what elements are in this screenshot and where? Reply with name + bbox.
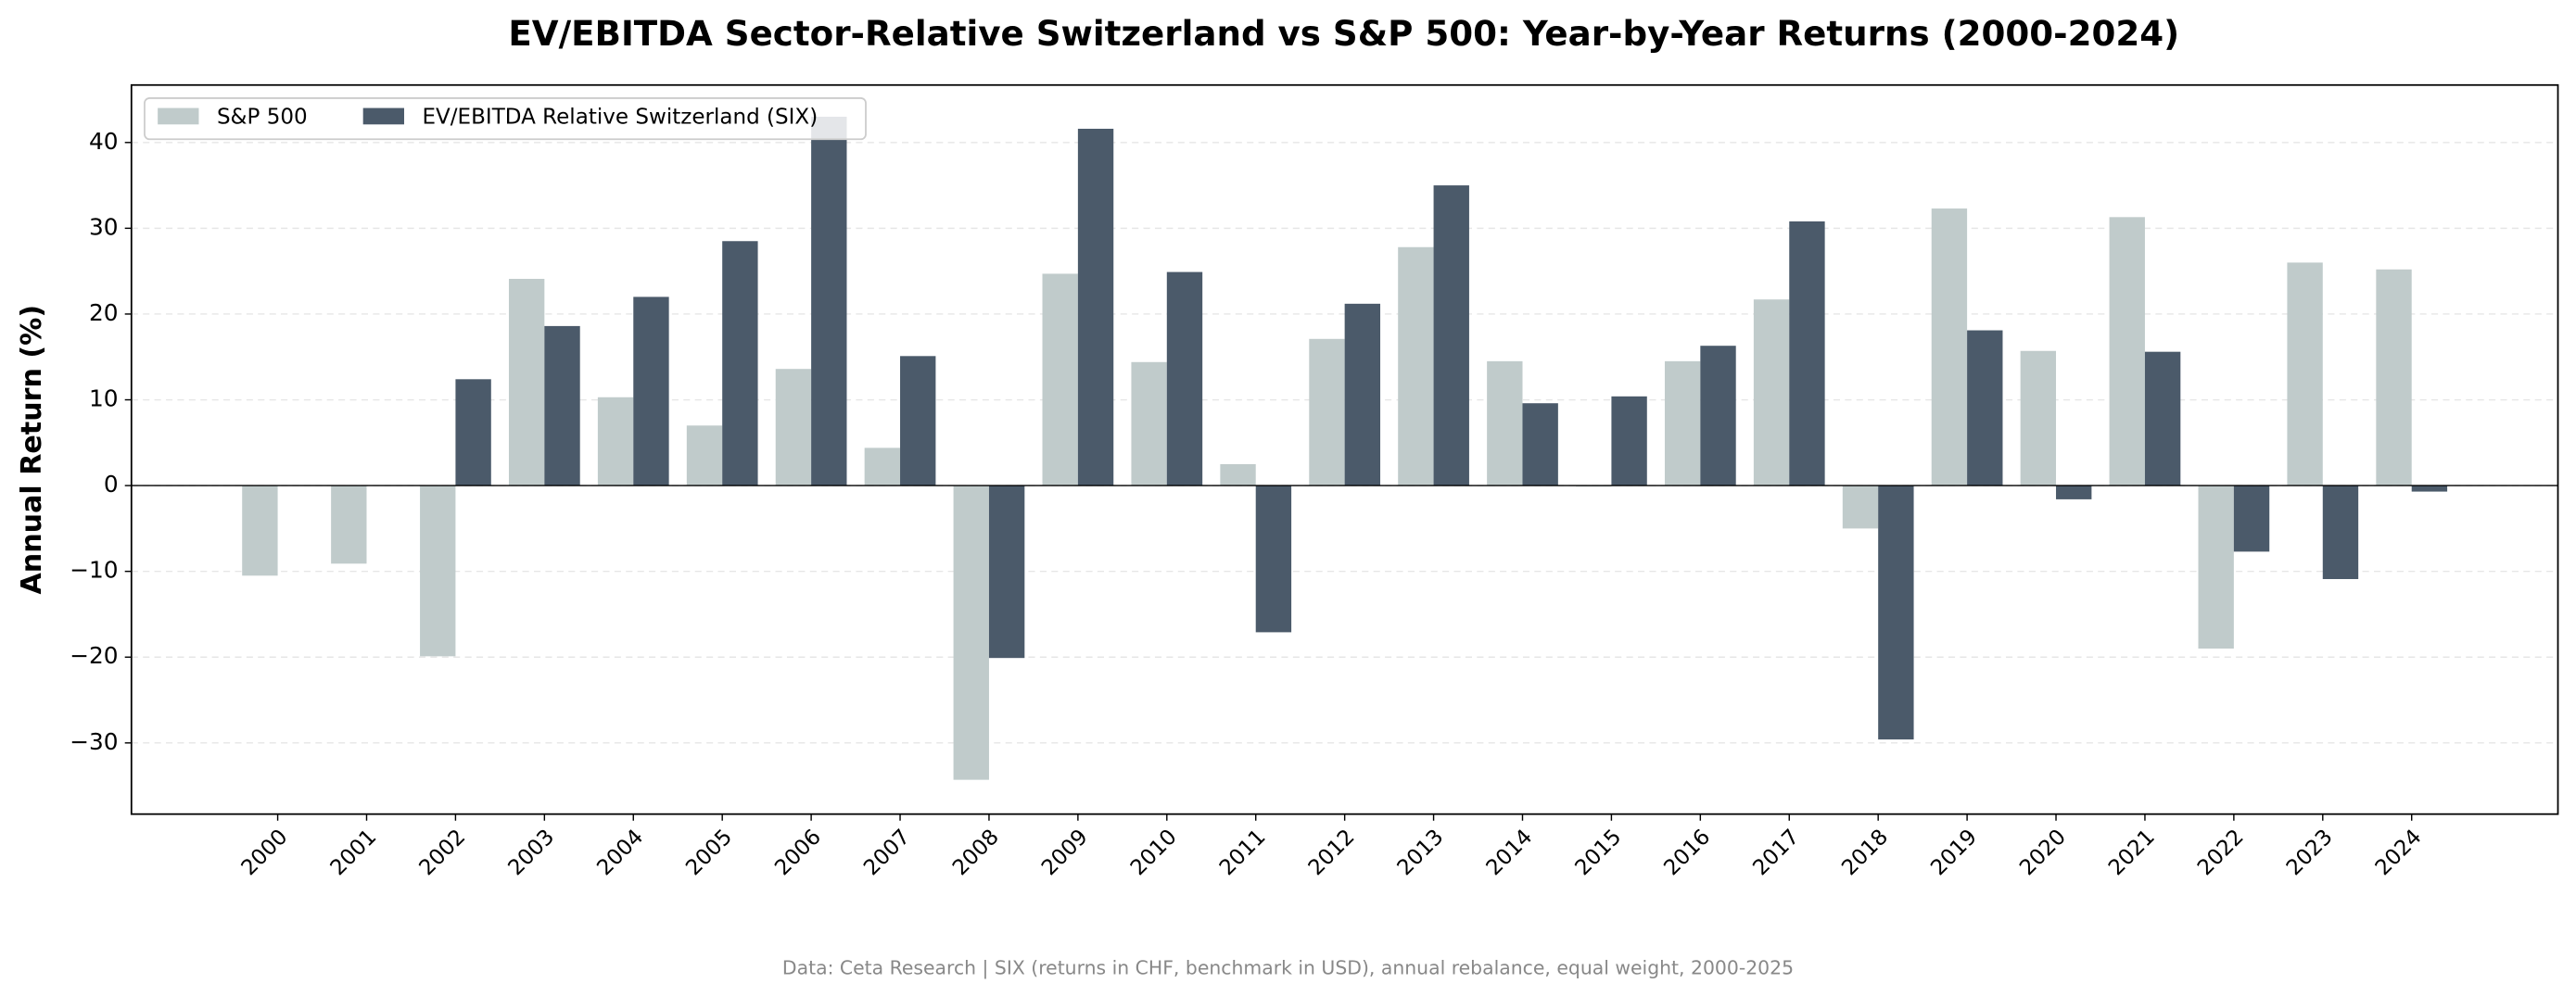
bar [2233,485,2270,552]
bar [686,425,723,486]
bar [2287,262,2323,486]
bar [508,278,545,486]
bar [2411,485,2448,492]
bar [1220,463,1256,486]
bar [864,448,901,486]
bar [1753,299,1790,486]
bar [953,485,989,780]
y-tick-label: −30 [70,728,118,755]
bars [242,117,2448,780]
bar [242,485,278,576]
legend: S&P 500 EV/EBITDA Relative Switzerland (S… [144,97,867,141]
bar [1878,485,1914,740]
bar [1611,396,1647,486]
bar [1077,128,1114,486]
bar [1487,360,1523,486]
bar [1398,246,1434,486]
bar [775,369,812,486]
y-tick-label: 20 [89,299,119,326]
bar [1789,221,1825,486]
bar [988,485,1025,659]
bar [1255,485,1292,633]
bar [2109,217,2145,486]
legend-swatch [362,107,404,125]
bar [1664,360,1701,486]
bar [2020,350,2057,486]
y-tick-label: 30 [89,213,119,240]
y-tick-label: −20 [70,642,118,669]
y-tick-label: 10 [89,385,119,412]
bar [1344,303,1381,486]
bar [811,117,847,486]
bar [1433,185,1469,486]
legend-box [144,97,867,141]
bar [2322,485,2359,580]
bar [455,379,491,486]
y-tick-label: 40 [89,128,119,155]
bar [2376,269,2412,486]
bar [1700,346,1736,486]
bar [1522,403,1558,486]
bar [420,485,456,657]
bar [1042,273,1078,486]
bar [1166,271,1203,486]
bar [2198,485,2234,649]
bar [1967,330,2003,486]
bar [1842,485,1879,529]
chart-title: EV/EBITDA Sector-Relative Switzerland vs… [508,13,2179,54]
bar [633,296,669,486]
bar [2056,485,2092,499]
bar [1131,361,1167,486]
bar [2144,351,2181,486]
y-tick-label: 0 [104,471,119,498]
legend-swatch [158,107,199,125]
legend-label: EV/EBITDA Relative Switzerland (SIX) [422,106,818,130]
bar [597,397,634,486]
legend-label: S&P 500 [217,106,308,130]
bar [331,485,367,564]
bar [722,241,758,486]
y-axis-label: Annual Return (%) [16,305,48,595]
y-tick-label: −10 [70,557,118,584]
bar [544,325,580,486]
footnote: Data: Ceta Research | SIX (returns in CH… [782,956,1794,979]
bar [1309,338,1345,486]
bar [1931,208,1968,486]
bar [900,356,936,486]
